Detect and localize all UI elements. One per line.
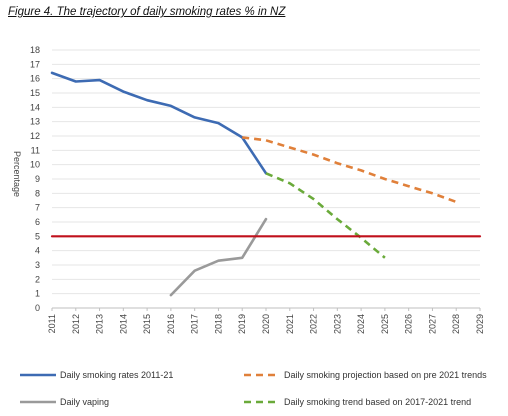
y-tick-label: 13 [30,117,40,127]
y-tick-label: 17 [30,59,40,69]
x-tick-label: 2014 [118,314,128,334]
x-tick-label: 2026 [404,314,414,334]
y-tick-label: 0 [35,303,40,313]
legend-label: Daily smoking rates 2011-21 [60,370,173,380]
x-tick-label: 2025 [380,314,390,334]
series-vaping [169,217,268,297]
x-tick-label: 2018 [213,314,223,334]
y-tick-label: 14 [30,102,40,112]
x-tick-label: 2019 [237,314,247,334]
series-lines [50,71,482,297]
x-tick-label: 2013 [95,314,105,334]
y-tick-label: 16 [30,74,40,84]
y-tick-label: 1 [35,289,40,299]
x-tick-label: 2022 [309,314,319,334]
legend: Daily smoking rates 2011-21 Daily smoking… [20,370,487,407]
x-tick-label: 2029 [475,314,485,334]
grid-lines [51,49,481,311]
x-tick-label: 2028 [451,314,461,334]
y-tick-label: 10 [30,160,40,170]
y-tick-label: 3 [35,260,40,270]
y-tick-label: 18 [30,45,40,55]
chart-title: Figure 4. The trajectory of daily smokin… [8,6,286,18]
x-tick-labels: 2011 2012 2013 2014 2015 2016 2017 2018 2019 2020… [47,314,485,334]
x-tick-label: 2020 [261,314,271,334]
y-tick-label: 15 [30,88,40,98]
x-tick-label: 2027 [427,314,437,334]
y-tick-label: 12 [30,131,40,141]
y-tick-label: 9 [35,174,40,184]
x-tick-label: 2024 [356,314,366,334]
x-tick-label: 2017 [190,314,200,334]
y-tick-label: 2 [35,274,40,284]
x-tick-label: 2016 [166,314,176,334]
x-tick-label: 2015 [142,314,152,334]
y-tick-label: 7 [35,203,40,213]
y-tick-label: 11 [31,145,40,155]
x-tick-label: 2011 [47,314,57,333]
x-tick-label: 2012 [71,314,81,334]
y-tick-label: 4 [35,246,40,256]
y-tick-label: 6 [35,217,40,227]
y-axis-title: Percentage [12,151,22,197]
legend-label: Daily vaping [60,397,109,407]
legend-label: Daily smoking projection based on pre 20… [284,370,487,380]
legend-label: Daily smoking trend based on 2017-2021 t… [284,397,471,407]
y-tick-label: 5 [35,231,40,241]
x-tick-label: 2021 [285,314,295,334]
series-trend [265,172,386,259]
series-projection [242,136,457,204]
y-tick-label: 8 [35,188,40,198]
series-smoking-rates [50,71,268,175]
x-tick-label: 2023 [332,314,342,334]
